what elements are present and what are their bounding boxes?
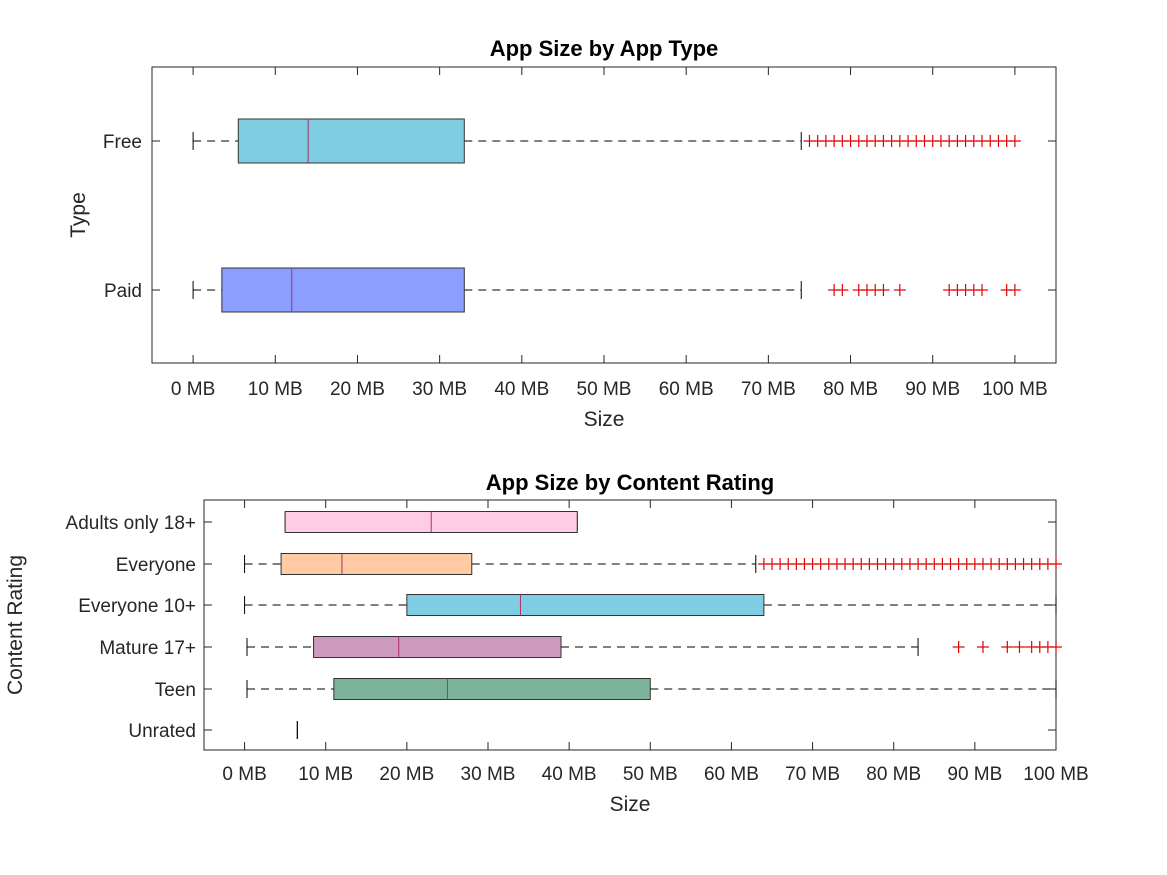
x-tick-label: 90 MB: [947, 764, 1002, 785]
outlier-marker: [1001, 641, 1014, 653]
x-tick-label: 0 MB: [171, 379, 215, 400]
x-axis-label: Size: [584, 408, 625, 431]
box: [221, 267, 465, 313]
y-category-label: Mature 17+: [99, 638, 196, 659]
x-tick-label: 60 MB: [704, 764, 759, 785]
x-tick-label: 80 MB: [866, 764, 921, 785]
outlier-marker: [1008, 284, 1021, 296]
x-tick-label: 60 MB: [659, 379, 714, 400]
x-tick-label: 100 MB: [1023, 764, 1088, 785]
box: [280, 553, 473, 575]
x-tick-label: 70 MB: [741, 379, 796, 400]
y-category-label: Free: [103, 132, 142, 153]
box: [237, 118, 465, 164]
plot-frame: [151, 66, 1057, 364]
x-tick-label: 80 MB: [823, 379, 878, 400]
x-tick-label: 40 MB: [494, 379, 549, 400]
outlier-marker: [952, 641, 965, 653]
outlier-marker: [976, 284, 989, 296]
x-tick-label: 40 MB: [542, 764, 597, 785]
content-rating-boxplot-panel: App Size by Content Rating Size Content …: [4, 470, 1089, 816]
x-tick-label: 30 MB: [412, 379, 467, 400]
x-tick-label: 50 MB: [623, 764, 678, 785]
chart-title: App Size by App Type: [490, 36, 719, 61]
x-tick-label: 50 MB: [577, 379, 632, 400]
chart-title: App Size by Content Rating: [486, 470, 774, 495]
outlier-marker: [893, 284, 906, 296]
outlier-marker: [1050, 558, 1062, 570]
box: [333, 678, 651, 700]
y-axis-label: Content Rating: [4, 555, 27, 695]
x-tick-label: 90 MB: [905, 379, 960, 400]
y-axis-label: Type: [67, 192, 90, 238]
outlier-marker: [877, 284, 890, 296]
x-tick-label: 70 MB: [785, 764, 840, 785]
x-axis-label: Size: [610, 793, 651, 816]
y-category-label: Teen: [155, 680, 196, 701]
x-tick-label: 30 MB: [461, 764, 516, 785]
box: [313, 636, 562, 658]
outlier-marker: [1013, 641, 1026, 653]
outlier-marker: [1008, 135, 1021, 147]
y-category-label: Everyone 10+: [78, 596, 196, 617]
outlier-marker: [1050, 641, 1062, 653]
x-tick-label: 10 MB: [248, 379, 303, 400]
y-category-label: Everyone: [116, 555, 196, 576]
x-tick-label: 100 MB: [982, 379, 1047, 400]
type-boxplot-panel: App Size by App Type Size Type 0 MB 10 MB…: [67, 36, 1057, 431]
box: [406, 594, 765, 616]
plot-frame: [203, 499, 1057, 751]
outlier-marker: [836, 284, 849, 296]
x-tick-label: 20 MB: [379, 764, 434, 785]
y-category-label: Unrated: [128, 721, 196, 742]
outlier-marker: [976, 641, 989, 653]
y-category-label: Paid: [104, 281, 142, 302]
x-tick-label: 0 MB: [222, 764, 266, 785]
y-category-label: Adults only 18+: [66, 513, 196, 534]
x-tick-label: 20 MB: [330, 379, 385, 400]
x-tick-label: 10 MB: [298, 764, 353, 785]
